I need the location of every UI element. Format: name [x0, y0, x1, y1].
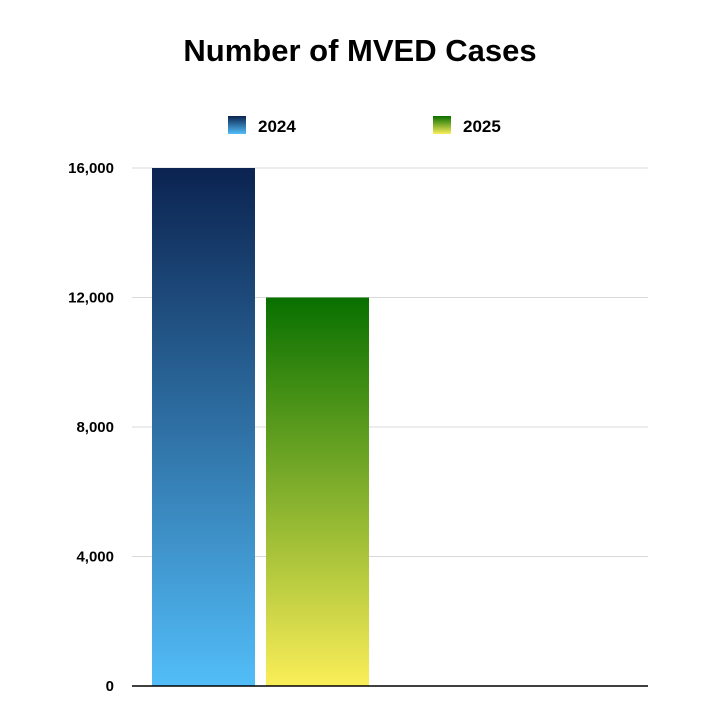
legend-swatch-2025 [433, 116, 451, 134]
y-tick-label: 0 [106, 678, 114, 695]
y-tick-label: 4,000 [76, 549, 114, 566]
y-tick-label: 16,000 [68, 160, 114, 177]
legend: 2024 2025 [228, 116, 501, 136]
bar-2024[interactable] [152, 168, 255, 686]
y-axis-tick-labels: 0 4,000 8,000 12,000 16,000 [68, 160, 114, 695]
y-tick-label: 12,000 [68, 290, 114, 307]
legend-item-2025[interactable]: 2025 [433, 116, 501, 136]
legend-label-2024: 2024 [258, 117, 296, 136]
legend-swatch-2024 [228, 116, 246, 134]
bars [152, 168, 369, 686]
y-tick-label: 8,000 [76, 419, 114, 436]
bar-2025[interactable] [266, 297, 369, 687]
legend-label-2025: 2025 [463, 117, 501, 136]
legend-item-2024[interactable]: 2024 [228, 116, 296, 136]
chart-title: Number of MVED Cases [183, 33, 536, 68]
